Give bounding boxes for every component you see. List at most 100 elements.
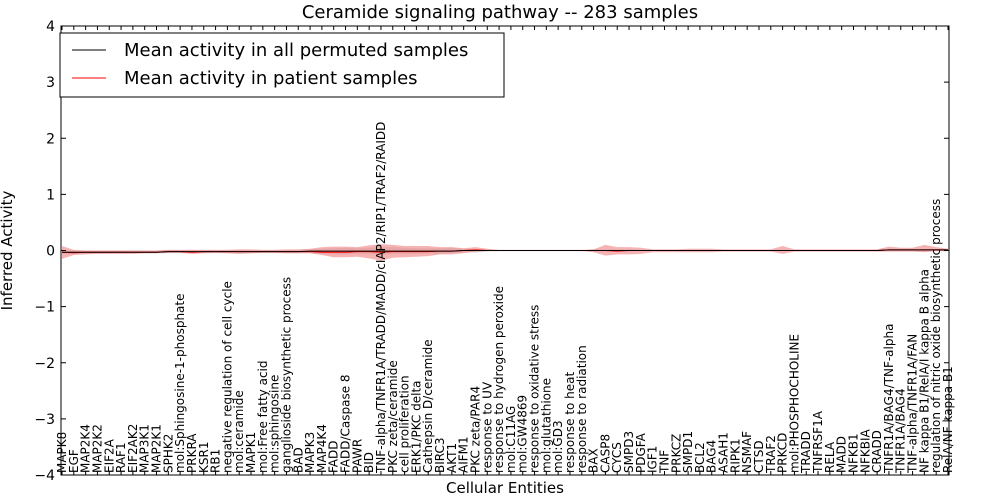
category-label: MAPK1 bbox=[244, 432, 258, 473]
category-label: response to oxidative stress bbox=[528, 305, 542, 473]
category-label: BAX bbox=[587, 448, 601, 473]
category-label: KSR1 bbox=[197, 442, 211, 473]
category-label: RAF1 bbox=[114, 442, 128, 473]
category-label: TRAF2 bbox=[764, 435, 778, 474]
legend-label-patient: Mean activity in patient samples bbox=[124, 68, 418, 89]
category-label: response to radiation bbox=[575, 345, 589, 473]
category-label: cell proliferation bbox=[398, 375, 412, 473]
category-label: BAD bbox=[291, 447, 305, 473]
category-label: NF kappa B1/RelA/I kappa B alpha bbox=[917, 269, 931, 473]
plot-frame bbox=[60, 25, 950, 476]
category-label: MAPK3 bbox=[303, 432, 317, 473]
category-label: BIRC3 bbox=[433, 437, 447, 473]
category-label: ASAH1 bbox=[717, 432, 731, 473]
category-label: ERK1/PKC delta bbox=[409, 380, 423, 473]
category-label: AIFM1 bbox=[457, 436, 471, 473]
category-label: SMPD1 bbox=[681, 431, 695, 473]
y-tick-label: 2 bbox=[46, 131, 55, 147]
y-tick-label: −2 bbox=[34, 356, 55, 372]
category-label: EIF2A bbox=[102, 438, 116, 473]
category-label: mol:GD3 bbox=[551, 420, 565, 473]
category-label: ganglioside biosynthetic process bbox=[280, 277, 294, 473]
category-label: PRKRA bbox=[185, 433, 199, 473]
category-label: MADD bbox=[835, 436, 849, 473]
x-axis-label: Cellular Entities bbox=[446, 479, 564, 497]
category-label: MAPK8 bbox=[55, 432, 69, 473]
category-label: TNFRSF1A bbox=[811, 410, 825, 474]
y-tick-label: 1 bbox=[46, 187, 55, 203]
category-label: EGF bbox=[67, 449, 81, 473]
category-label: PRKCD bbox=[776, 433, 790, 473]
category-label: RELA bbox=[823, 441, 837, 473]
category-label: TNF bbox=[658, 450, 672, 474]
category-label: PKC zeta/ceramide bbox=[386, 360, 400, 473]
category-label: MAP2K2 bbox=[90, 424, 104, 473]
category-label: TNF-alpha/TNFR1A/FAN bbox=[906, 334, 920, 474]
category-label: NFKB1 bbox=[847, 433, 861, 473]
category-label: SPHK2 bbox=[161, 434, 175, 473]
category-label: PDGFA bbox=[634, 432, 648, 473]
category-label: regulation of nitric oxide biosynthetic … bbox=[929, 199, 943, 473]
y-tick-label: 0 bbox=[46, 244, 55, 260]
category-label: BCL2 bbox=[693, 442, 707, 473]
legend-label-permuted: Mean activity in all permuted samples bbox=[124, 40, 468, 61]
category-label: mol:Free fatty acid bbox=[256, 361, 270, 474]
category-label: MAP3K1 bbox=[138, 424, 152, 473]
y-tick-label: 3 bbox=[46, 75, 55, 91]
category-label: CRADD bbox=[870, 430, 884, 473]
category-label: response to heat bbox=[563, 371, 577, 473]
category-label: mol:PHOSPHOCHOLINE bbox=[787, 334, 801, 473]
band-1 bbox=[62, 244, 948, 261]
category-label: RIPK1 bbox=[728, 438, 742, 473]
category-label: TNF-alpha/TNFR1A/TRADD/MADD/cIAP2/RIP1/T… bbox=[374, 122, 388, 474]
category-label: mol:ceramide bbox=[232, 390, 246, 473]
category-label: EIF2AK2 bbox=[126, 424, 140, 473]
category-label: TRADD bbox=[799, 431, 813, 474]
category-label: response to UV bbox=[480, 381, 494, 473]
category-label: response to hydrogen peroxide bbox=[492, 286, 506, 473]
x-axis-ticks bbox=[61, 26, 949, 475]
category-label: BID bbox=[362, 452, 376, 473]
category-label: BAG4 bbox=[705, 440, 719, 473]
category-label: mol:sphingosine bbox=[268, 375, 282, 473]
legend: Mean activity in all permuted samples Me… bbox=[59, 32, 505, 98]
y-tick-label: 4 bbox=[46, 19, 55, 35]
category-label: AKT1 bbox=[445, 443, 459, 473]
y-axis-ticks: −4 −3 −2 −1 0 1 2 3 4 bbox=[34, 19, 949, 484]
series-line-0 bbox=[62, 249, 948, 253]
category-label: TNFR1A/BAG4/TNF-alpha bbox=[882, 324, 896, 474]
category-label: MAP2K4 bbox=[79, 424, 93, 473]
lines-layer bbox=[61, 249, 948, 254]
category-label: TNFR1A/BAG4 bbox=[894, 388, 908, 474]
category-label: FADD bbox=[327, 441, 341, 474]
category-label: CTSD bbox=[752, 440, 766, 473]
category-label: PAWR bbox=[350, 439, 364, 473]
category-label: mol:C11AG bbox=[504, 406, 518, 473]
category-label: CYCS bbox=[610, 442, 624, 473]
category-label: SMPD3 bbox=[622, 431, 636, 473]
category-label: PRKCZ bbox=[669, 434, 683, 473]
y-axis-label: Inferred Activity bbox=[0, 190, 16, 310]
category-label: MAP4K4 bbox=[315, 424, 329, 473]
legend-box bbox=[59, 32, 505, 98]
category-label: negative regulation of cell cycle bbox=[220, 281, 234, 473]
category-label: NFKBIA bbox=[858, 428, 872, 473]
category-label: NSMAF bbox=[740, 431, 754, 473]
category-label: mol:Sphingosine-1-phosphate bbox=[173, 294, 187, 474]
category-label: IGF1 bbox=[646, 446, 660, 473]
chart-title: Ceramide signaling pathway -- 283 sample… bbox=[302, 2, 698, 23]
category-label: PKC zeta/PAR4 bbox=[469, 386, 483, 473]
y-tick-label: −1 bbox=[34, 300, 55, 316]
category-label: FADD/Caspase 8 bbox=[339, 374, 353, 473]
category-label: MAP2K1 bbox=[150, 424, 164, 473]
y-tick-label: −3 bbox=[34, 412, 55, 428]
category-label: CASP8 bbox=[598, 434, 612, 473]
category-label: RelA/NF kappa B1 bbox=[941, 366, 955, 473]
category-label: RB1 bbox=[209, 449, 223, 473]
category-label: mol:glutathione bbox=[539, 378, 553, 473]
x-axis-category-labels: MAPK8EGFMAP2K4MAP2K2EIF2ARAF1EIF2AK2MAP3… bbox=[55, 122, 955, 474]
category-label: Cathepsin D/ceramide bbox=[421, 339, 435, 473]
y-tick-label: −4 bbox=[34, 468, 55, 484]
category-label: mol:GW4869 bbox=[516, 395, 530, 473]
